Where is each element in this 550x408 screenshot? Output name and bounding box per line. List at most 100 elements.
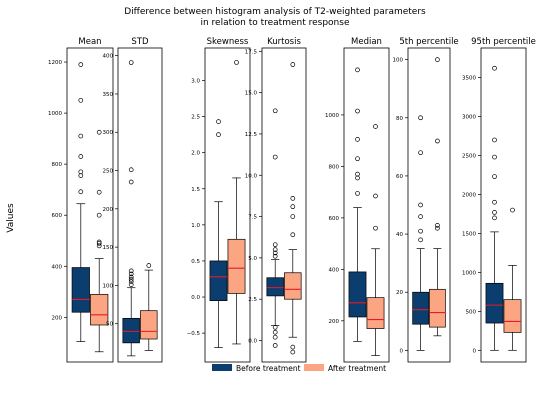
- box-skewness-before: [209, 260, 228, 301]
- outlier-point-median-after: [373, 225, 378, 231]
- legend-label-before: Before treatment: [236, 364, 301, 373]
- y-tick-label-skewness: −0.5: [187, 331, 201, 337]
- y-tick-label-std: 200: [103, 207, 114, 213]
- outlier-point-95th-percentile-before: [492, 65, 497, 71]
- outlier-point-5th-percentile-after: [435, 57, 440, 62]
- box-std-before: [122, 317, 140, 344]
- outlier-point-std-after: [146, 263, 152, 268]
- panel-frame-5th-percentile: [407, 47, 451, 363]
- outlier-point-kurtosis-before: [272, 108, 278, 114]
- y-tick-label-mean: 400: [52, 264, 63, 270]
- panel-title-kurtosis: Kurtosis: [267, 37, 301, 47]
- box-95th-percentile-before: [485, 282, 504, 324]
- y-tick-label-mean: 800: [52, 162, 63, 168]
- box-5th-percentile-before: [412, 291, 429, 325]
- outlier-point-5th-percentile-before: [418, 202, 423, 208]
- outlier-point-95th-percentile-before: [492, 199, 497, 205]
- outlier-point-5th-percentile-before: [418, 237, 423, 243]
- box-skewness-after: [227, 238, 246, 294]
- panel-title-5th-percentile: 5th percentile: [399, 37, 458, 47]
- y-tick-label-95th-percentile: 2000: [462, 192, 476, 198]
- y-tick-label-std: 50: [106, 322, 113, 328]
- box-kurtosis-after: [284, 272, 302, 300]
- panel-frame-mean: [66, 47, 114, 363]
- outlier-point-95th-percentile-before: [492, 154, 497, 160]
- outlier-point-5th-percentile-after: [435, 138, 440, 144]
- y-tick-label-kurtosis: 7.5: [248, 215, 257, 221]
- outlier-point-std-before: [128, 274, 134, 280]
- outlier-point-std-before: [128, 60, 134, 65]
- y-tick-label-median: 200: [329, 319, 340, 325]
- outlier-point-kurtosis-after: [290, 349, 296, 355]
- y-tick-label-skewness: 0.0: [191, 295, 200, 301]
- outlier-point-mean-after: [96, 240, 102, 246]
- outlier-point-5th-percentile-after: [435, 225, 440, 231]
- outlier-point-mean-before: [78, 154, 84, 159]
- y-tick-label-kurtosis: 17.5: [245, 49, 258, 55]
- outlier-point-kurtosis-after: [290, 232, 296, 238]
- y-tick-label-95th-percentile: 500: [466, 309, 477, 315]
- y-tick-label-skewness: 2.5: [191, 115, 200, 121]
- outlier-point-mean-before: [78, 62, 84, 67]
- panel-title-std: STD: [131, 37, 149, 47]
- outlier-point-mean-before: [78, 173, 84, 178]
- outlier-point-std-before: [128, 282, 134, 287]
- y-tick-label-std: 300: [103, 130, 114, 136]
- y-tick-label-mean: 1000: [48, 111, 62, 117]
- y-tick-label-95th-percentile: 1500: [462, 231, 476, 237]
- y-tick-label-std: 100: [103, 283, 114, 289]
- outlier-point-median-before: [355, 175, 360, 181]
- figure-title-line-1: Difference between histogram analysis of…: [124, 7, 426, 17]
- y-tick-label-kurtosis: 2.5: [248, 297, 257, 303]
- y-tick-label-skewness: 1.0: [191, 223, 200, 229]
- outlier-point-5th-percentile-after: [435, 223, 440, 228]
- y-tick-label-95th-percentile: 0: [473, 348, 477, 354]
- y-tick-label-std: 350: [103, 92, 114, 98]
- outlier-point-kurtosis-before: [272, 250, 278, 256]
- outlier-point-5th-percentile-before: [418, 115, 423, 121]
- y-tick-label-std: 400: [103, 54, 114, 60]
- y-tick-label-5th-percentile: 80: [396, 116, 403, 122]
- box-mean-after: [90, 293, 109, 326]
- panel-title-mean: Mean: [78, 37, 101, 47]
- outlier-point-mean-after: [96, 212, 102, 218]
- y-tick-label-kurtosis: 15.0: [245, 91, 258, 97]
- y-tick-label-mean: 200: [52, 315, 63, 321]
- y-tick-label-5th-percentile: 60: [396, 174, 403, 180]
- y-tick-label-median: 400: [329, 267, 340, 273]
- y-tick-label-median: 1000: [325, 113, 339, 119]
- outlier-point-median-before: [355, 67, 360, 73]
- y-tick-label-median: 800: [329, 164, 340, 170]
- outlier-point-skewness-after: [234, 60, 239, 65]
- box-5th-percentile-after: [429, 288, 446, 328]
- outlier-point-mean-before: [78, 97, 84, 103]
- outlier-point-skewness-before: [216, 132, 221, 137]
- outlier-point-std-before: [128, 271, 134, 277]
- panel-title-skewness: Skewness: [207, 37, 249, 47]
- chart-panels: Mean20040060080010001200STD5010015020025…: [48, 37, 536, 363]
- legend: Before treatment After treatment: [212, 364, 386, 373]
- outlier-point-kurtosis-after: [290, 204, 296, 210]
- y-axis-label: Values: [6, 203, 16, 233]
- outlier-point-kurtosis-after: [290, 344, 296, 350]
- outlier-point-mean-before: [78, 189, 84, 195]
- y-tick-label-mean: 1200: [48, 60, 62, 66]
- outlier-point-95th-percentile-before: [492, 215, 497, 221]
- y-tick-label-median: 600: [329, 216, 340, 222]
- panel-frame-95th-percentile: [480, 47, 527, 363]
- outlier-point-mean-after: [96, 239, 102, 245]
- outlier-point-kurtosis-before: [272, 343, 278, 348]
- legend-label-after: After treatment: [328, 364, 386, 373]
- outlier-point-95th-percentile-before: [492, 137, 497, 143]
- y-tick-label-kurtosis: 10.0: [245, 173, 258, 179]
- y-tick-label-std: 150: [103, 245, 114, 251]
- box-std-after: [140, 310, 158, 340]
- outlier-point-kurtosis-before: [272, 253, 278, 259]
- outlier-point-kurtosis-after: [290, 196, 296, 201]
- outlier-point-skewness-before: [216, 119, 221, 124]
- outlier-point-std-before: [128, 167, 134, 173]
- outlier-point-mean-after: [96, 129, 102, 135]
- box-mean-before: [71, 267, 90, 313]
- y-tick-label-95th-percentile: 2500: [462, 154, 476, 160]
